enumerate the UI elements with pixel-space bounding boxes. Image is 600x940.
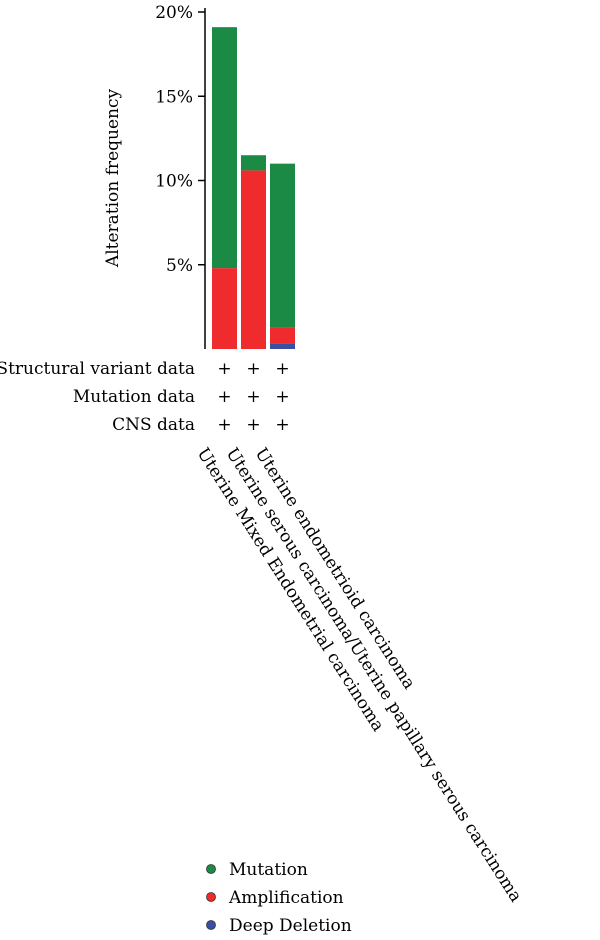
- data-row-label: Mutation data: [73, 387, 195, 407]
- y-tick-label: 5%: [166, 256, 193, 276]
- y-tick-label: 15%: [155, 87, 193, 107]
- data-rows-group: Structural variant data + + + Mutation data +…: [0, 359, 290, 435]
- bar-segment-amplification: [212, 268, 237, 349]
- data-row-mark: +: [246, 387, 260, 407]
- legend-label: Amplification: [228, 888, 344, 908]
- data-row-mark: +: [275, 387, 289, 407]
- bars-group: [212, 27, 295, 349]
- data-row-label: CNS data: [112, 415, 195, 435]
- legend-label: Mutation: [229, 860, 308, 880]
- legend-marker-amplification: [206, 892, 216, 902]
- legend: Mutation Amplification Deep Deletion: [206, 860, 352, 936]
- bar-segment-deep-deletion: [270, 343, 295, 349]
- data-row-label: Structural variant data: [0, 359, 195, 379]
- legend-label: Deep Deletion: [229, 916, 352, 936]
- bar-segment-amplification: [241, 170, 266, 349]
- data-row-mark: +: [246, 415, 260, 435]
- data-row-mark: +: [217, 387, 231, 407]
- y-tick-label: 10%: [155, 172, 193, 192]
- legend-marker-mutation: [206, 864, 216, 874]
- bar-segment-mutation: [270, 163, 295, 328]
- data-row-mark: +: [217, 415, 231, 435]
- bar-segment-mutation: [212, 27, 237, 269]
- y-axis-ticks: 5% 10% 15% 20%: [155, 3, 205, 276]
- data-row-mark: +: [246, 359, 260, 379]
- data-row-mark: +: [275, 415, 289, 435]
- category-labels-group: Uterine Mixed Endometrial carcinomaUteri…: [193, 444, 526, 905]
- data-row-mark: +: [217, 359, 231, 379]
- data-row-mark: +: [275, 359, 289, 379]
- y-tick-label: 20%: [155, 3, 193, 23]
- y-axis-label: Alteration frequency: [103, 89, 123, 269]
- bar-segment-mutation: [241, 155, 266, 171]
- bar-segment-amplification: [270, 327, 295, 344]
- category-label: Uterine serous carcinoma/Uterine papilla…: [222, 444, 526, 905]
- legend-marker-deep-deletion: [206, 920, 216, 930]
